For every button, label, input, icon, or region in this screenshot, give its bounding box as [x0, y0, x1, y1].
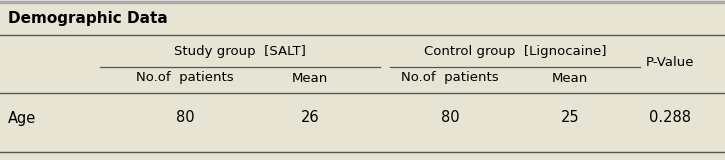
Text: 25: 25 [560, 111, 579, 125]
Text: P-Value: P-Value [646, 56, 695, 68]
Text: Mean: Mean [552, 72, 588, 84]
Text: 26: 26 [301, 111, 319, 125]
Text: 0.288: 0.288 [649, 111, 691, 125]
Text: No.of  patients: No.of patients [401, 72, 499, 84]
Text: No.of  patients: No.of patients [136, 72, 233, 84]
Text: Study group  [SALT]: Study group [SALT] [174, 45, 306, 59]
Text: Age: Age [8, 111, 36, 125]
Text: 80: 80 [175, 111, 194, 125]
Text: Demographic Data: Demographic Data [8, 11, 167, 25]
Text: Control group  [Lignocaine]: Control group [Lignocaine] [423, 45, 606, 59]
Text: Mean: Mean [292, 72, 328, 84]
Text: 80: 80 [441, 111, 460, 125]
